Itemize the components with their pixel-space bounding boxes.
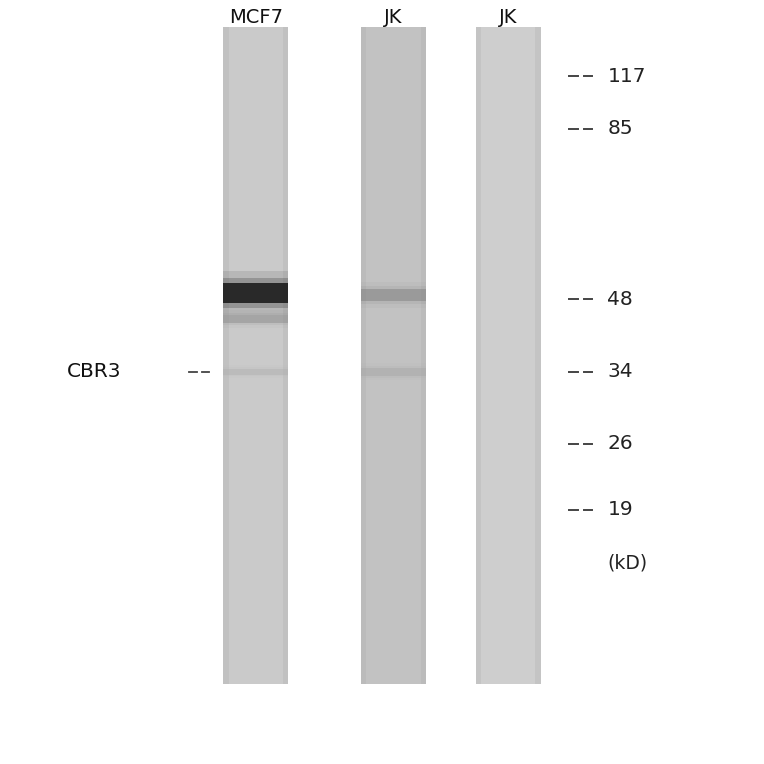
Bar	[224, 271, 289, 315]
Bar	[224, 316, 289, 323]
Text: (kD): (kD)	[607, 554, 648, 573]
Bar	[361, 282, 426, 308]
Bar	[224, 278, 289, 308]
Text: JK: JK	[384, 8, 403, 27]
Bar	[224, 367, 289, 376]
Text: 34: 34	[607, 362, 633, 381]
Text: CBR3: CBR3	[67, 362, 121, 381]
Bar	[224, 313, 289, 325]
Bar	[475, 27, 541, 684]
Text: 85: 85	[607, 119, 633, 138]
Bar	[223, 27, 228, 684]
Text: 19: 19	[607, 500, 633, 520]
Bar	[361, 27, 426, 684]
Text: 117: 117	[607, 66, 646, 86]
Bar	[224, 310, 289, 328]
Bar	[224, 27, 289, 684]
Bar	[361, 27, 366, 684]
Text: JK: JK	[499, 8, 517, 27]
Text: MCF7: MCF7	[229, 8, 283, 27]
Bar	[224, 283, 289, 303]
Bar	[475, 27, 481, 684]
Bar	[361, 367, 426, 376]
Bar	[361, 366, 426, 377]
Bar	[224, 369, 289, 374]
Bar	[224, 365, 289, 378]
Text: 26: 26	[607, 435, 633, 454]
Bar	[361, 363, 426, 380]
Bar	[361, 289, 426, 301]
Bar	[283, 27, 289, 684]
Bar	[361, 286, 426, 303]
Text: 48: 48	[607, 290, 633, 309]
Bar	[421, 27, 426, 684]
Bar	[536, 27, 541, 684]
